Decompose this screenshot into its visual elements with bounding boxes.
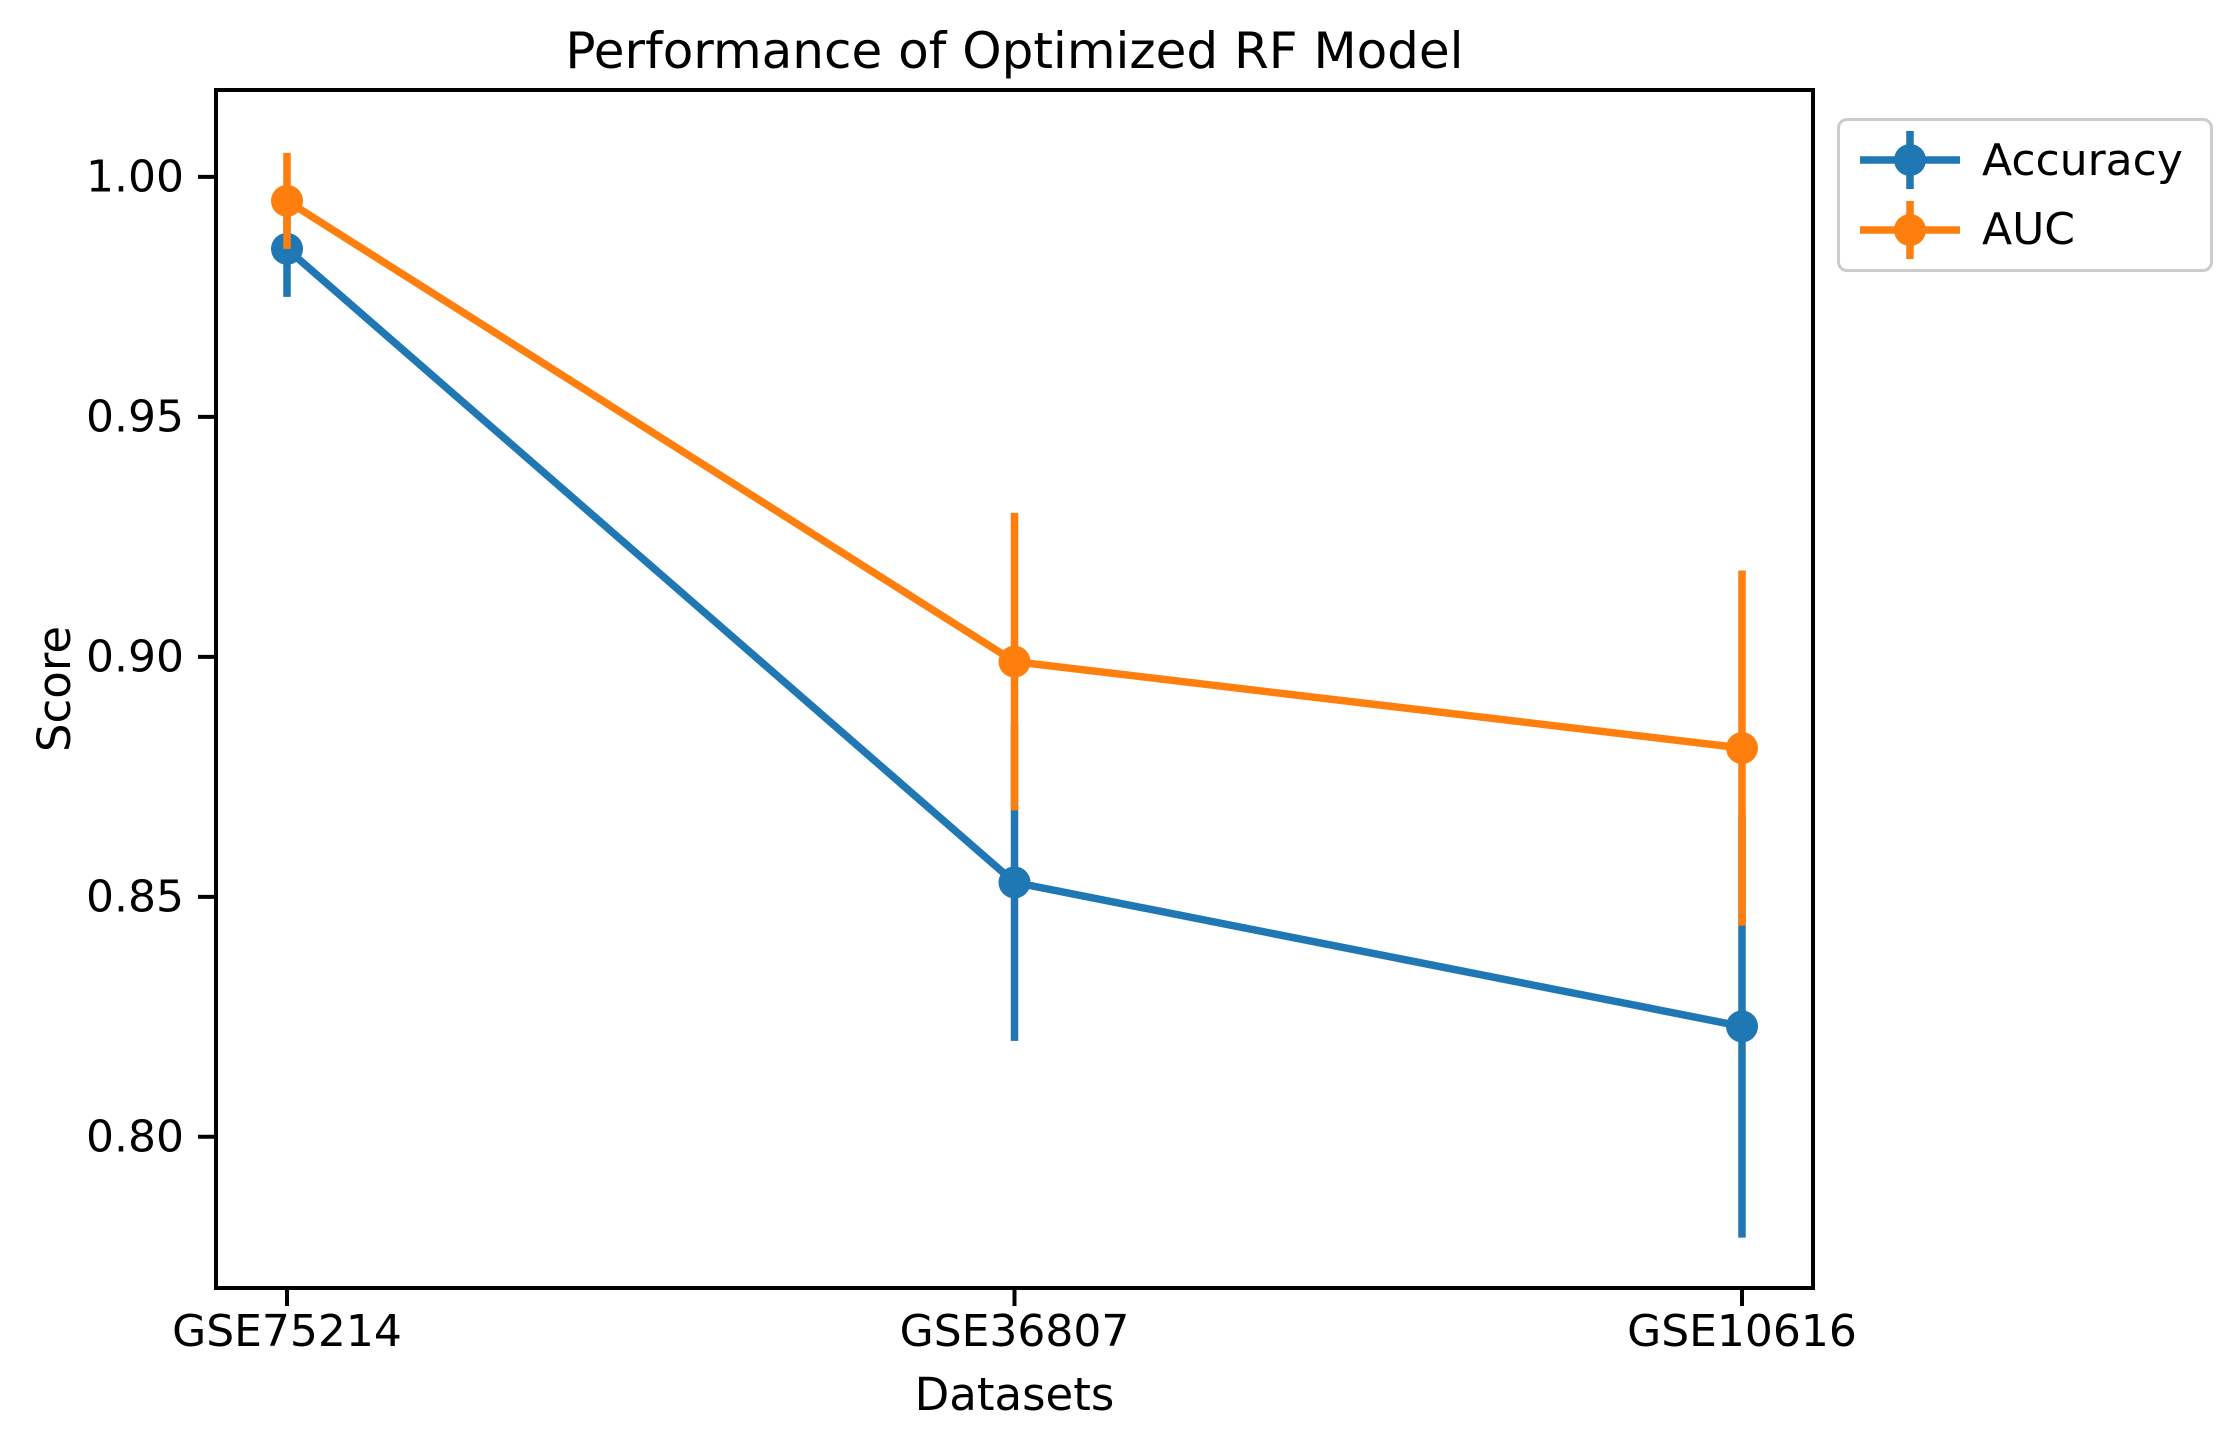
y-tick-label-1.00: 1.00: [86, 151, 184, 202]
chart-title: Performance of Optimized RF Model: [565, 22, 1464, 80]
series-auc-marker-GSE10616: [1726, 732, 1758, 765]
y-tick-label-0.95: 0.95: [86, 391, 184, 442]
legend-label-accuracy: Accuracy: [1982, 134, 2183, 186]
legend-label-auc: AUC: [1982, 204, 2076, 256]
x-axis-label: Datasets: [914, 1368, 1115, 1421]
legend-item-auc: AUC: [1860, 197, 2190, 263]
x-tick-label-GSE36807: GSE36807: [900, 1306, 1130, 1357]
legend-item-accuracy: Accuracy: [1860, 127, 2190, 193]
series-accuracy-marker-GSE10616: [1726, 1010, 1758, 1043]
legend: Accuracy AUC: [1837, 118, 2213, 272]
accuracy-errorbar-glyph-icon: [1860, 131, 1960, 190]
x-tick-label-GSE10616: GSE10616: [1627, 1306, 1857, 1357]
y-tick-label-0.85: 0.85: [86, 871, 184, 922]
y-axis-label: Score: [28, 625, 82, 753]
series-accuracy-marker-GSE36807: [998, 866, 1031, 899]
series-auc-marker-GSE75214: [271, 184, 303, 217]
auc-errorbar-glyph-icon: [1860, 200, 1960, 259]
y-tick-label-0.80: 0.80: [86, 1111, 184, 1162]
series-auc-marker-GSE36807: [998, 645, 1031, 678]
y-tick-label-0.90: 0.90: [86, 631, 184, 682]
x-tick-label-GSE75214: GSE75214: [172, 1306, 402, 1357]
